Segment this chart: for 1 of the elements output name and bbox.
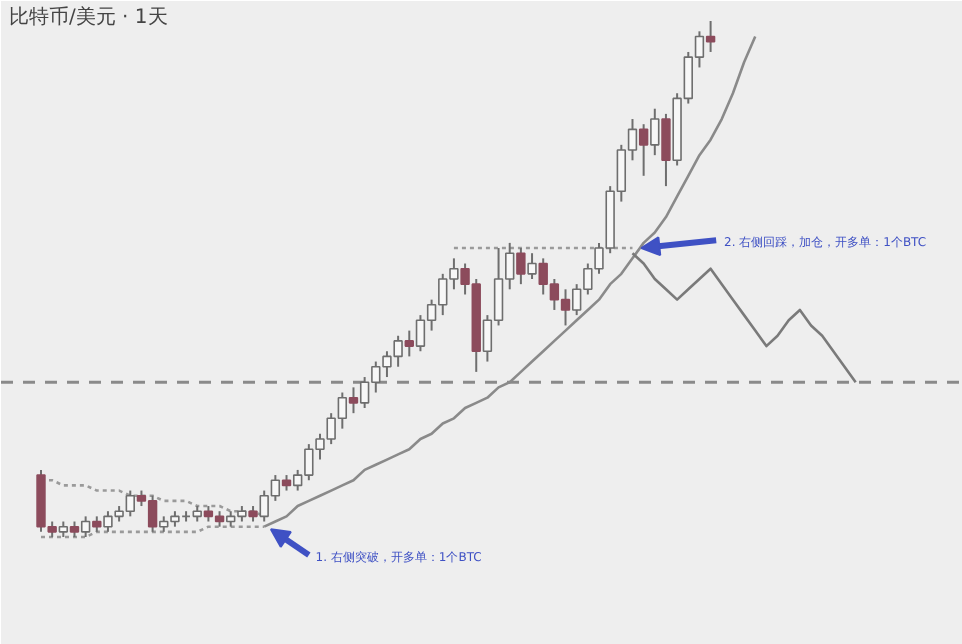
chart-title: 比特币/美元 · 1天 xyxy=(9,5,168,29)
